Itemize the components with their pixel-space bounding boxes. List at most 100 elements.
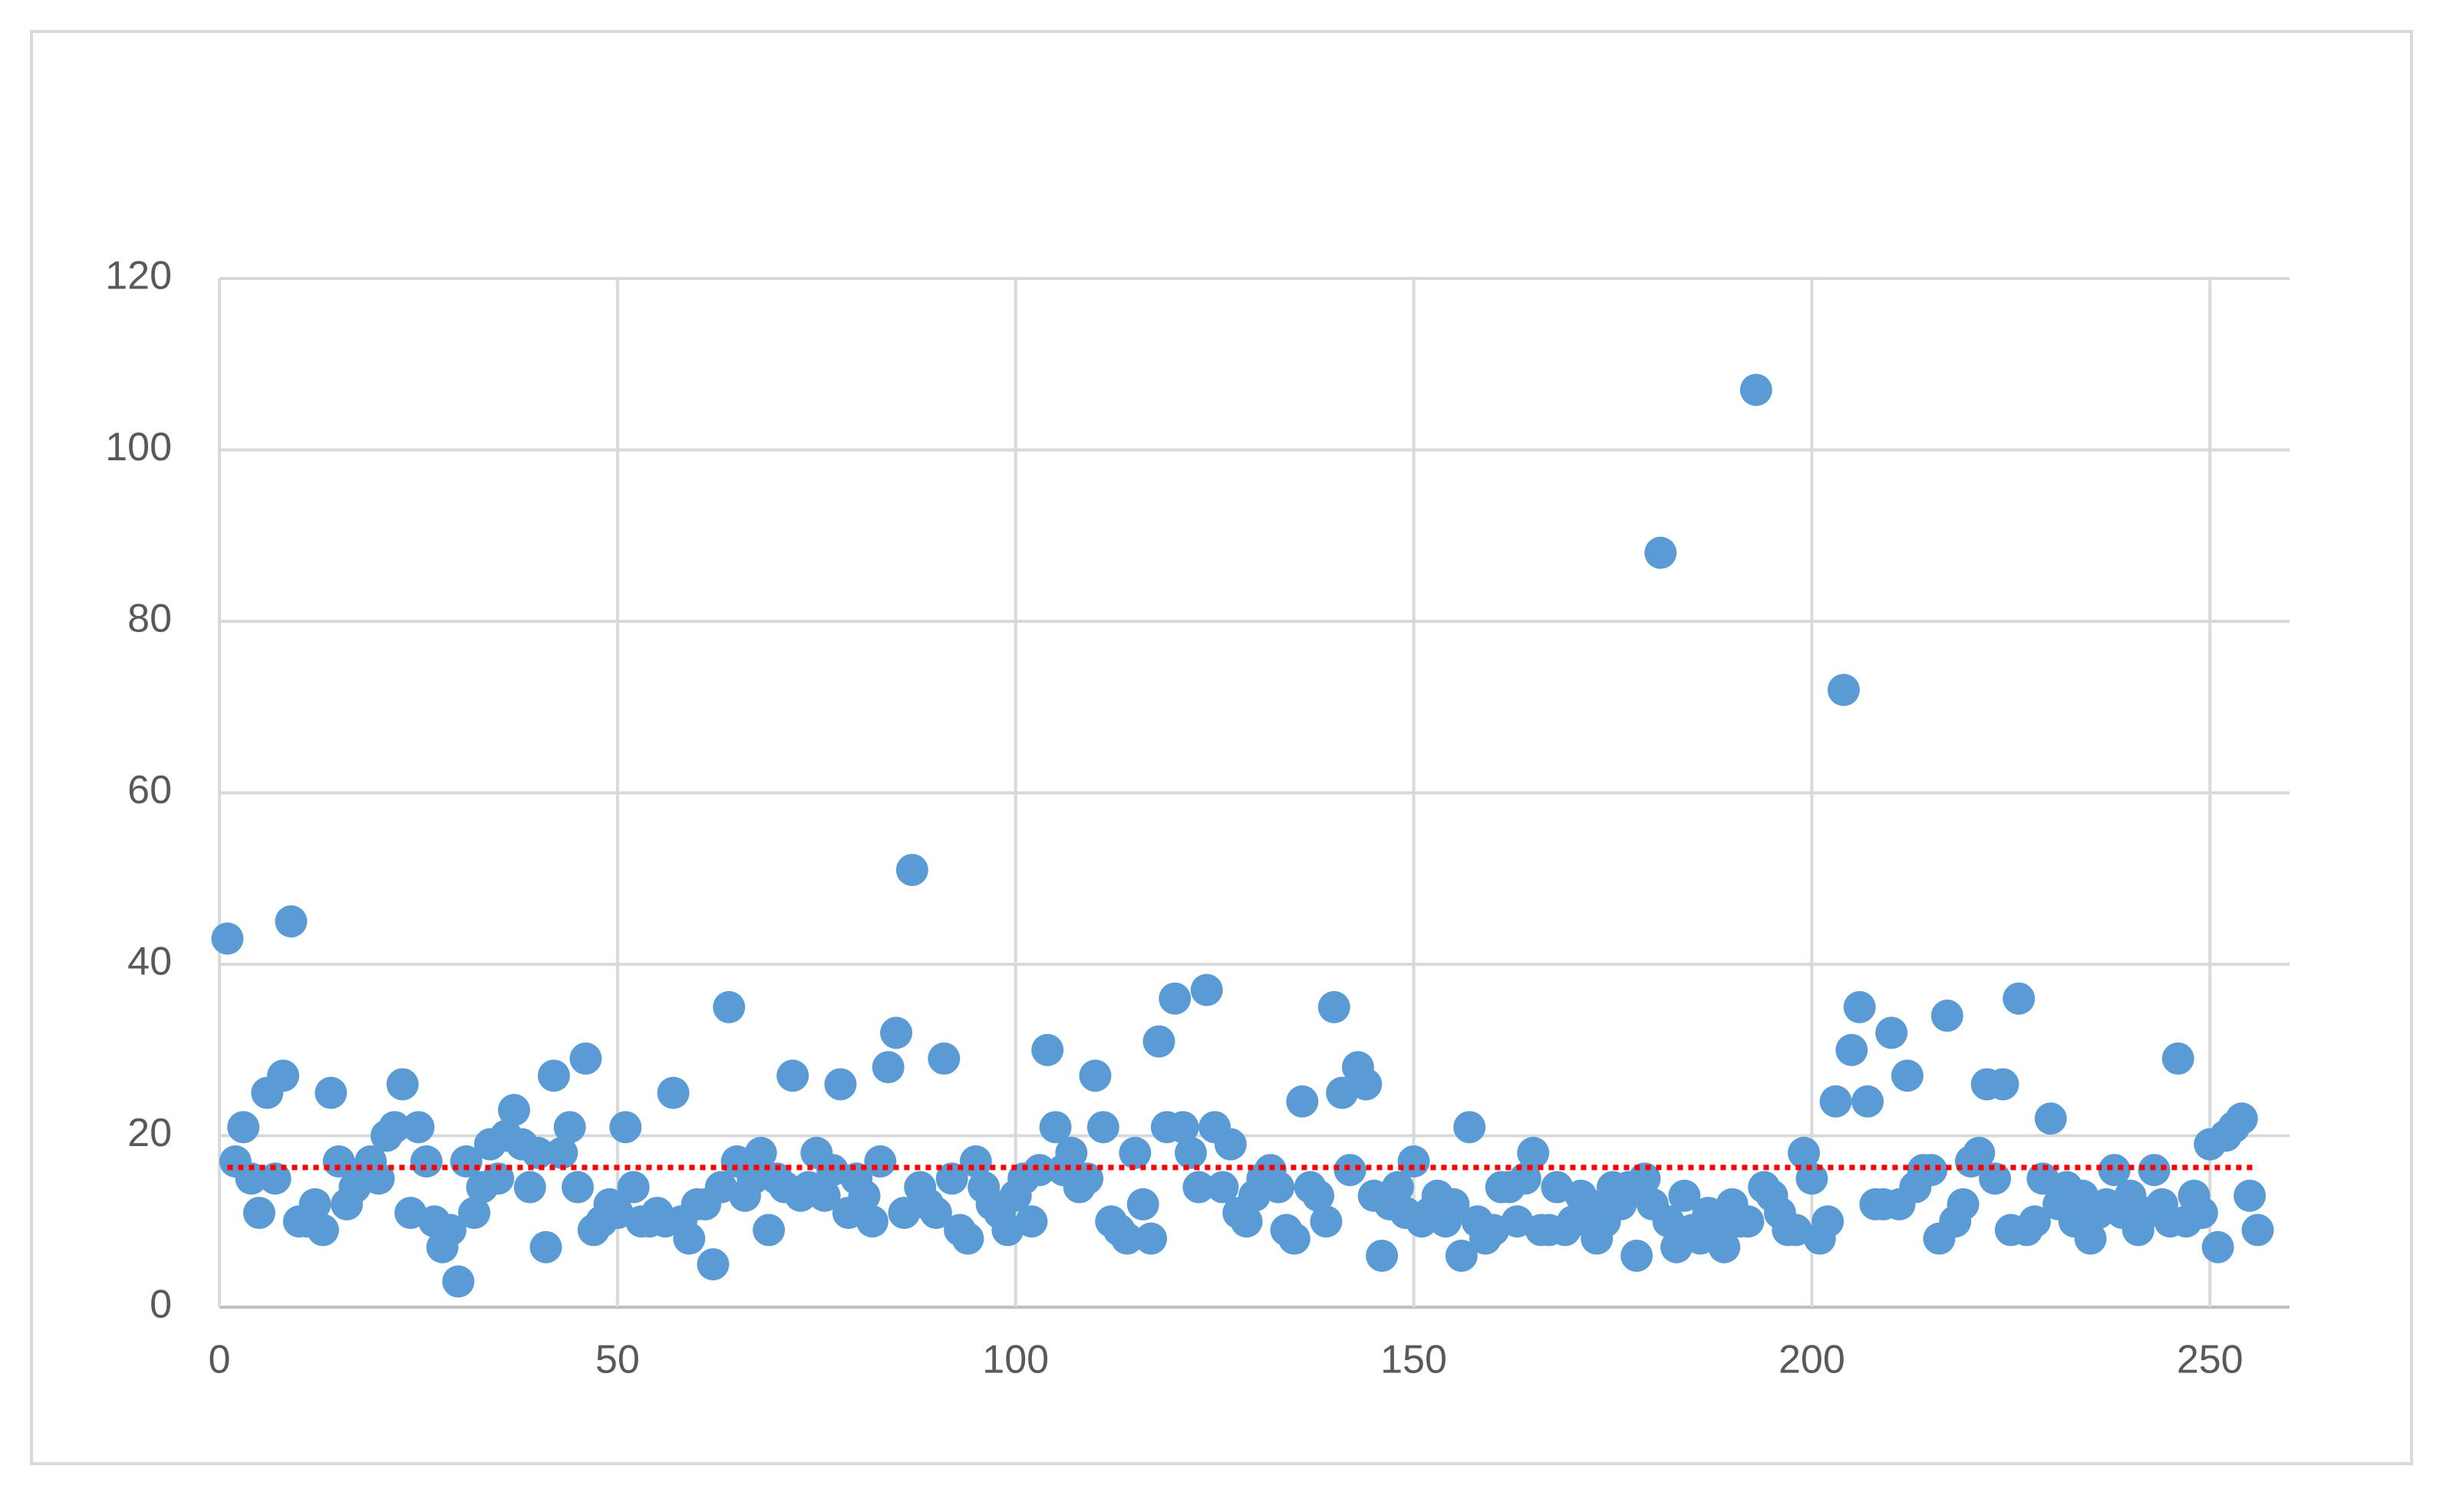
point xyxy=(1334,1154,1367,1187)
point xyxy=(856,1205,889,1238)
point xyxy=(2234,1179,2267,1212)
point xyxy=(362,1162,395,1195)
point xyxy=(919,1197,952,1230)
point xyxy=(410,1145,443,1178)
y-tick-label: 60 xyxy=(127,768,172,812)
point xyxy=(1135,1222,1168,1255)
point xyxy=(1214,1128,1247,1161)
point xyxy=(617,1171,650,1204)
point xyxy=(315,1076,348,1109)
point xyxy=(657,1076,690,1109)
point xyxy=(1350,1068,1383,1101)
point xyxy=(1159,982,1192,1015)
point xyxy=(753,1214,786,1247)
point xyxy=(1031,1033,1064,1066)
point xyxy=(1182,1171,1215,1204)
point xyxy=(2098,1154,2131,1187)
point xyxy=(259,1162,292,1195)
point xyxy=(1366,1239,1399,1272)
point xyxy=(402,1111,435,1144)
y-tick-label: 80 xyxy=(127,597,172,641)
point xyxy=(561,1171,594,1204)
point xyxy=(1278,1222,1311,1255)
point xyxy=(1668,1179,1701,1212)
point xyxy=(2018,1205,2051,1238)
point xyxy=(1835,1033,1868,1066)
x-tick-label: 0 xyxy=(209,1338,231,1382)
point xyxy=(1986,1068,2019,1101)
point xyxy=(1079,1059,1112,1092)
point xyxy=(513,1171,546,1204)
point xyxy=(1827,674,1860,707)
point xyxy=(442,1265,475,1298)
point xyxy=(895,854,928,887)
point xyxy=(1875,1016,1908,1049)
point xyxy=(497,1093,530,1126)
point xyxy=(1517,1136,1550,1169)
point xyxy=(872,1051,905,1084)
point xyxy=(1142,1025,1175,1058)
point xyxy=(1317,990,1350,1023)
point xyxy=(275,905,308,938)
point xyxy=(2034,1102,2067,1135)
point xyxy=(1071,1162,1104,1195)
point xyxy=(2185,1197,2218,1230)
point xyxy=(1110,1222,1143,1255)
point xyxy=(1190,973,1223,1006)
point xyxy=(2241,1214,2274,1247)
point xyxy=(1708,1230,1741,1263)
point xyxy=(482,1162,515,1195)
point xyxy=(1055,1136,1088,1169)
point xyxy=(697,1248,730,1281)
point xyxy=(2225,1102,2258,1135)
point xyxy=(537,1059,570,1092)
point xyxy=(1310,1205,1343,1238)
point xyxy=(1166,1111,1199,1144)
point xyxy=(1381,1171,1414,1204)
point xyxy=(235,1162,268,1195)
point xyxy=(880,1016,913,1049)
point xyxy=(1262,1171,1295,1204)
point xyxy=(1023,1154,1056,1187)
point xyxy=(1397,1145,1430,1178)
point xyxy=(713,990,746,1023)
point xyxy=(1963,1136,1996,1169)
y-tick-label: 100 xyxy=(105,425,172,469)
point xyxy=(1732,1205,1765,1238)
point xyxy=(306,1214,339,1247)
point xyxy=(1930,1000,1963,1033)
y-tick-label: 0 xyxy=(150,1283,172,1327)
point xyxy=(673,1222,706,1255)
point xyxy=(1445,1239,1478,1272)
point xyxy=(242,1197,275,1230)
point xyxy=(553,1111,586,1144)
point xyxy=(1891,1059,1924,1092)
point xyxy=(458,1197,491,1230)
x-tick-label: 150 xyxy=(1380,1338,1447,1382)
point xyxy=(2201,1230,2234,1263)
x-tick-label: 200 xyxy=(1779,1338,1845,1382)
point xyxy=(1039,1111,1072,1144)
point xyxy=(609,1111,642,1144)
point xyxy=(935,1162,968,1195)
y-tick-label: 120 xyxy=(105,254,172,298)
point xyxy=(848,1179,881,1212)
point xyxy=(298,1188,331,1220)
point xyxy=(569,1042,602,1075)
point xyxy=(386,1068,419,1101)
point xyxy=(1230,1205,1263,1238)
point xyxy=(529,1230,562,1263)
point xyxy=(824,1068,857,1101)
point xyxy=(1086,1111,1119,1144)
point xyxy=(227,1111,260,1144)
point xyxy=(808,1179,841,1212)
point xyxy=(1119,1136,1152,1169)
y-tick-label: 40 xyxy=(127,940,172,984)
point xyxy=(1437,1188,1470,1220)
point xyxy=(1795,1162,1828,1195)
point xyxy=(1812,1205,1845,1238)
point xyxy=(1979,1162,2012,1195)
x-tick-label: 50 xyxy=(595,1338,640,1382)
y-tick-label: 20 xyxy=(127,1111,172,1155)
point xyxy=(1788,1136,1821,1169)
